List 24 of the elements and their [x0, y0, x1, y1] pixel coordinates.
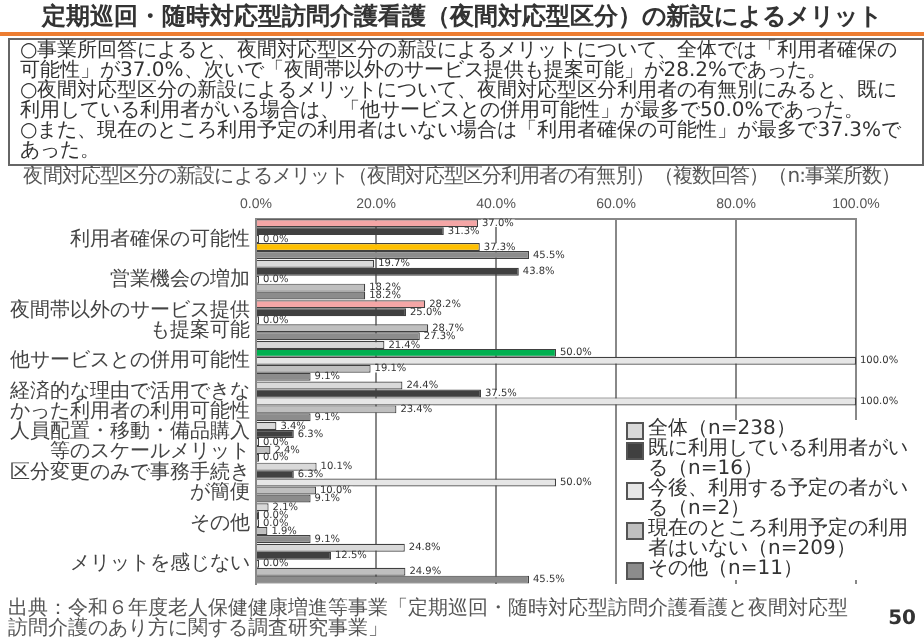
text: ○事業所回答によると、夜間対応型区分の新設によるメリットについて、全体では「利用者確保の可能性」が37.0%、次いで「夜間帯以外のサービス提供も提案可能」が28.2%であった。: [20, 40, 900, 82]
text: ○夜間対応型区分の新設によるメリットについて、夜間対応型区分利用者の有無別にみると、既に利用している利用者がいる場合は、「他サービスとの併用可能性」が最多で50.0%であった。: [20, 80, 900, 122]
y-tick-label: 人員配置・移動・備品購入等のスケールメリット: [10, 419, 250, 464]
y-tick-label: 夜間帯以外のサービス提供も提案可能: [10, 297, 250, 342]
chart-subtitle: 夜間対応型区分の新設によるメリット（夜間対応型区分利用者の有無別）（複数回答）（n:事業所数）: [21, 166, 903, 188]
y-tick-label: 経済的な理由で活用できなかった利用者の利用可能性: [8, 378, 250, 423]
y-tick-label: 他サービスとの併用可能性: [10, 348, 250, 373]
source-note: 出典：令和６年度老人保健健康増進等事業「定期巡回・随時対応型訪問介護看護と夜間対応型訪問介護のあり方に関する調査研究事業」: [8, 598, 848, 640]
y-tick-label: その他: [190, 510, 250, 535]
bar: [257, 551, 331, 560]
chart-title: 定期巡回・随時対応型訪問介護看護（夜間対応型区分）の新設によるメリット: [0, 2, 924, 36]
legend-label: 全体（n=238）: [648, 418, 796, 440]
bar: [257, 430, 294, 438]
y-tick-label: メリットを感じない: [70, 551, 250, 576]
text: ○また、現在のところ利用予定の利用者はいない場合は「利用者確保の可能性」が最多で37.3%であった。: [20, 120, 903, 162]
y-tick-label: 利用者確保の可能性: [70, 226, 250, 251]
y-tick-label: 営業機会の増加: [110, 267, 250, 292]
legend-label: その他（n=11）: [648, 558, 803, 580]
legend-label: 現在のところ利用予定の利用者はいない（n=209）: [648, 518, 910, 560]
legend-label: 今後、利用する予定の者がいる（n=2）: [648, 478, 910, 520]
text: 50: [888, 608, 916, 630]
legend-label: 既に利用している利用者がいる（n=16）: [648, 438, 910, 480]
bar: [257, 267, 519, 276]
y-tick-label: 区分変更のみで事務手続きが簡便: [10, 460, 250, 505]
